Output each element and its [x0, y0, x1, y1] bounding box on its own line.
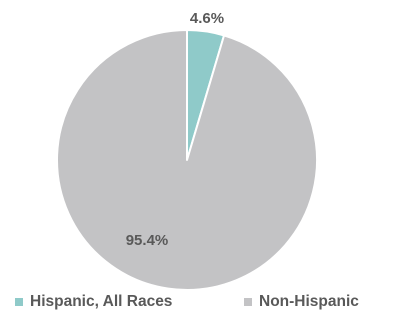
legend-item-hispanic[interactable]: Hispanic, All Races: [15, 290, 172, 314]
legend-swatch-hispanic: [15, 298, 23, 306]
pie-slice-non-hispanic: [56, 29, 318, 290]
legend-label-non-hispanic: Non-Hispanic: [259, 293, 359, 310]
legend-label-hispanic: Hispanic, All Races: [30, 293, 173, 310]
pie-slices: [56, 29, 318, 290]
legend: Hispanic, All Races Non-Hispanic: [0, 290, 393, 314]
legend-item-non-hispanic[interactable]: Non-Hispanic: [244, 290, 359, 314]
data-label-hispanic: 4.6%: [190, 10, 224, 27]
data-label-non-hispanic: 95.4%: [126, 232, 169, 249]
pie-chart: 4.6% 95.4%: [56, 10, 318, 290]
legend-swatch-non-hispanic: [244, 298, 252, 306]
